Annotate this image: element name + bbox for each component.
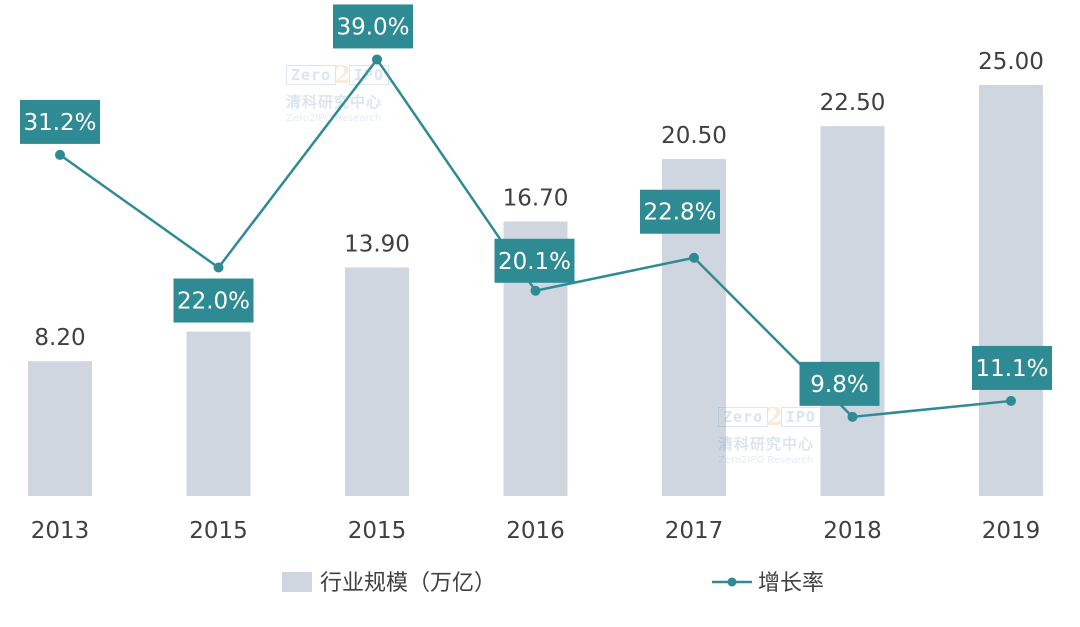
legend-line-label: 增长率 [758, 571, 824, 596]
growth-rate-label: 20.1% [498, 249, 571, 275]
growth-rate-label-box [494, 238, 575, 283]
legend: 行业规模（万亿） 增长率 [282, 571, 824, 596]
growth-rate-marker [847, 411, 858, 422]
legend-line-marker [727, 577, 737, 587]
growth-rate-marker [689, 252, 699, 263]
growth-rate-label-box [799, 361, 880, 406]
growth-rate-label: 22.8% [643, 200, 716, 226]
bar-value-label: 8.20 [34, 325, 85, 351]
x-tick-label: 2015 [189, 518, 248, 544]
growth-rate-label: 11.1% [975, 356, 1048, 382]
growth-rate-marker [1006, 395, 1016, 406]
growth-rate-label-box [640, 189, 720, 234]
x-tick-label: 2013 [31, 518, 90, 544]
x-tick-label: 2018 [823, 518, 882, 544]
growth-rate-line-series: 31.2% 22.0% 39.0% 20.1% 22.8% 9.8% 11.1% [20, 4, 1052, 422]
x-axis-ticks: 2013 2015 2015 2016 2017 2018 2019 [31, 518, 1041, 544]
growth-rate-marker [55, 149, 65, 160]
bar [186, 331, 251, 496]
growth-rate-label: 22.0% [177, 289, 250, 315]
x-tick-label: 2016 [506, 518, 565, 544]
growth-rate-label: 39.0% [336, 14, 409, 40]
growth-rate-label: 31.2% [23, 110, 96, 136]
bar [28, 361, 92, 496]
bar [345, 267, 409, 496]
growth-rate-label-box [20, 99, 100, 144]
bar-value-label: 16.70 [503, 185, 569, 211]
bar-value-label: 25.00 [978, 49, 1044, 75]
growth-rate-label-box [333, 4, 413, 49]
growth-rate-marker [213, 262, 224, 273]
bar [979, 85, 1043, 496]
growth-rate-label: 9.8% [810, 372, 868, 398]
bar-value-label: 22.50 [820, 90, 886, 116]
x-tick-label: 2017 [665, 518, 724, 544]
growth-rate-label-box [972, 345, 1052, 390]
bar-value-label: 20.50 [661, 123, 727, 149]
growth-rate-marker [372, 54, 382, 65]
x-tick-label: 2015 [348, 518, 407, 544]
bar [820, 126, 885, 496]
bar-value-label: 13.90 [344, 231, 410, 257]
growth-rate-marker [530, 285, 541, 296]
legend-bar-label: 行业规模（万亿） [320, 571, 496, 596]
growth-rate-label-box [173, 278, 254, 323]
legend-bar-swatch [282, 572, 312, 592]
x-tick-label: 2019 [982, 518, 1041, 544]
